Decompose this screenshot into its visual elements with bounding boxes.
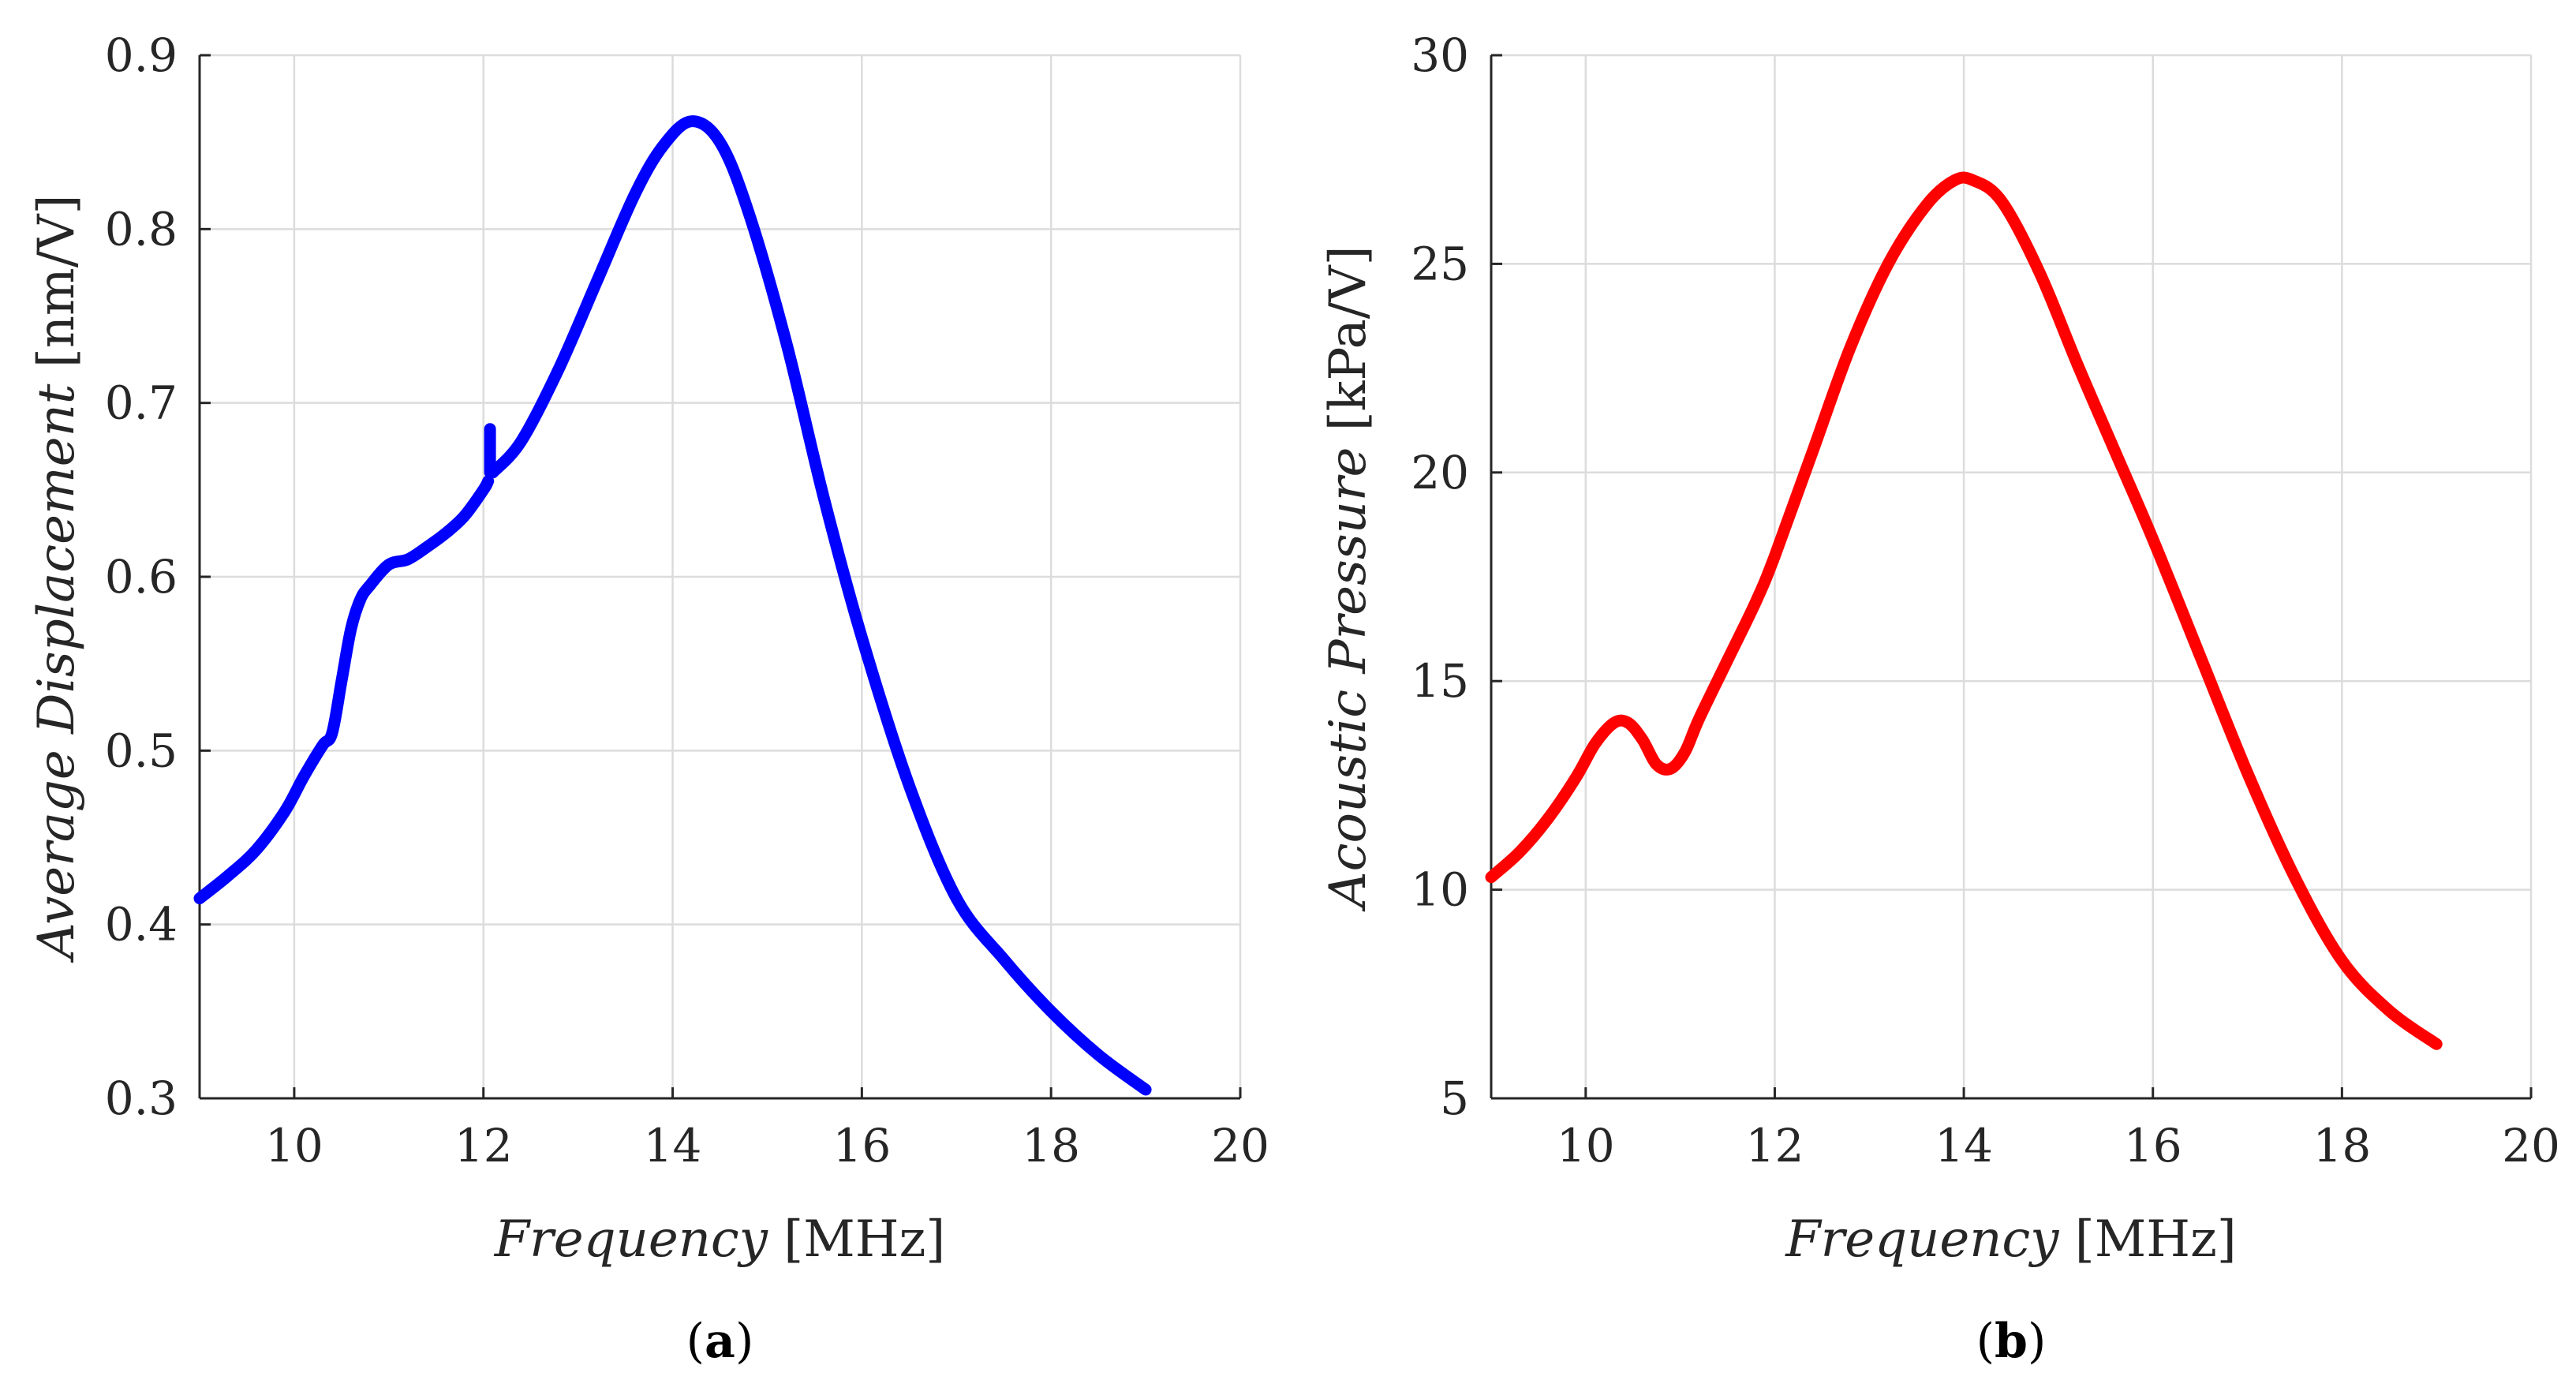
y-tick-label: 15: [1411, 654, 1469, 708]
panel-label-letter: b: [1995, 1314, 2028, 1369]
x-axis-label: Frequency [MHz]: [1785, 1210, 2237, 1269]
chart-panel-a: 10 12 14 16 18 20 0.3 0.4 0.5 0.6 0.7 0.8 0.9 Frequen…: [28, 28, 1269, 1369]
panel-label-a: (a): [686, 1314, 754, 1369]
y-tick-label: 30: [1411, 28, 1469, 82]
y-axis-label-text: Acoustic Pressure: [1319, 447, 1378, 912]
y-tick-label: 0.3: [105, 1071, 178, 1125]
panel-label-b: (b): [1976, 1314, 2047, 1369]
y-tick-label: 0.7: [105, 376, 178, 430]
panel-label-close-paren: ): [2028, 1314, 2046, 1369]
x-tick-label: 18: [2312, 1119, 2371, 1172]
y-tick-label: 20: [1411, 446, 1469, 499]
x-tick-label: 12: [1746, 1119, 1804, 1172]
y-axis-label-text: Average Displacement: [28, 383, 86, 963]
series-line-b-0: [1485, 171, 2443, 1050]
y-axis-label-space: [28, 368, 86, 383]
x-tick-label: 20: [2502, 1119, 2560, 1172]
x-axis-label-text: Frequency: [494, 1210, 768, 1269]
y-axis-label: Average Displacement [nm/V]: [28, 195, 86, 963]
y-tick-label: 0.8: [105, 202, 178, 256]
panel-label-open-paren: (: [686, 1314, 705, 1369]
x-tick-label: 12: [454, 1119, 513, 1172]
x-axis-label-space: [768, 1210, 783, 1269]
x-axis-label-space: [2058, 1210, 2074, 1269]
y-axis-label-unit: [nm/V]: [28, 195, 86, 368]
x-tick-label: 16: [832, 1119, 891, 1172]
y-tick-label: 0.6: [105, 550, 178, 604]
panel-label-open-paren: (: [1976, 1314, 1995, 1369]
y-axis-label: Acoustic Pressure [kPa/V]: [1319, 245, 1378, 911]
y-tick-label: 0.5: [105, 724, 178, 777]
y-tick-label: 0.9: [105, 28, 178, 82]
y-tick-label: 5: [1440, 1071, 1469, 1125]
x-tick-label: 14: [644, 1119, 702, 1172]
x-tick-label: 18: [1022, 1119, 1080, 1172]
x-tick-label: 10: [265, 1119, 323, 1172]
x-tick-label: 16: [2124, 1119, 2182, 1172]
x-axis-label-text: Frequency: [1785, 1210, 2059, 1269]
panel-label-close-paren: ): [735, 1314, 753, 1369]
x-tick-label: 20: [1211, 1119, 1269, 1172]
y-tick-label: 0.4: [105, 898, 178, 952]
x-tick-label: 14: [1935, 1119, 1993, 1172]
x-tick-label: 10: [1557, 1119, 1615, 1172]
y-axis-label-space: [1319, 431, 1378, 447]
x-axis-label-unit: [MHz]: [2075, 1210, 2237, 1269]
y-tick-label: 10: [1411, 863, 1469, 917]
x-axis-label-unit: [MHz]: [783, 1210, 945, 1269]
y-tick-label: 25: [1411, 237, 1469, 290]
x-axis-label: Frequency [MHz]: [494, 1210, 946, 1269]
series-line-a-0: [193, 475, 495, 905]
panel-label-letter: a: [705, 1314, 735, 1369]
y-axis-label-unit: [kPa/V]: [1319, 245, 1378, 431]
series-line-a-2: [487, 115, 1152, 1096]
chart-panel-b: 10 12 14 16 18 20 5 10 15 20 25 30 Frequency [MHz] Ac…: [1319, 28, 2560, 1369]
